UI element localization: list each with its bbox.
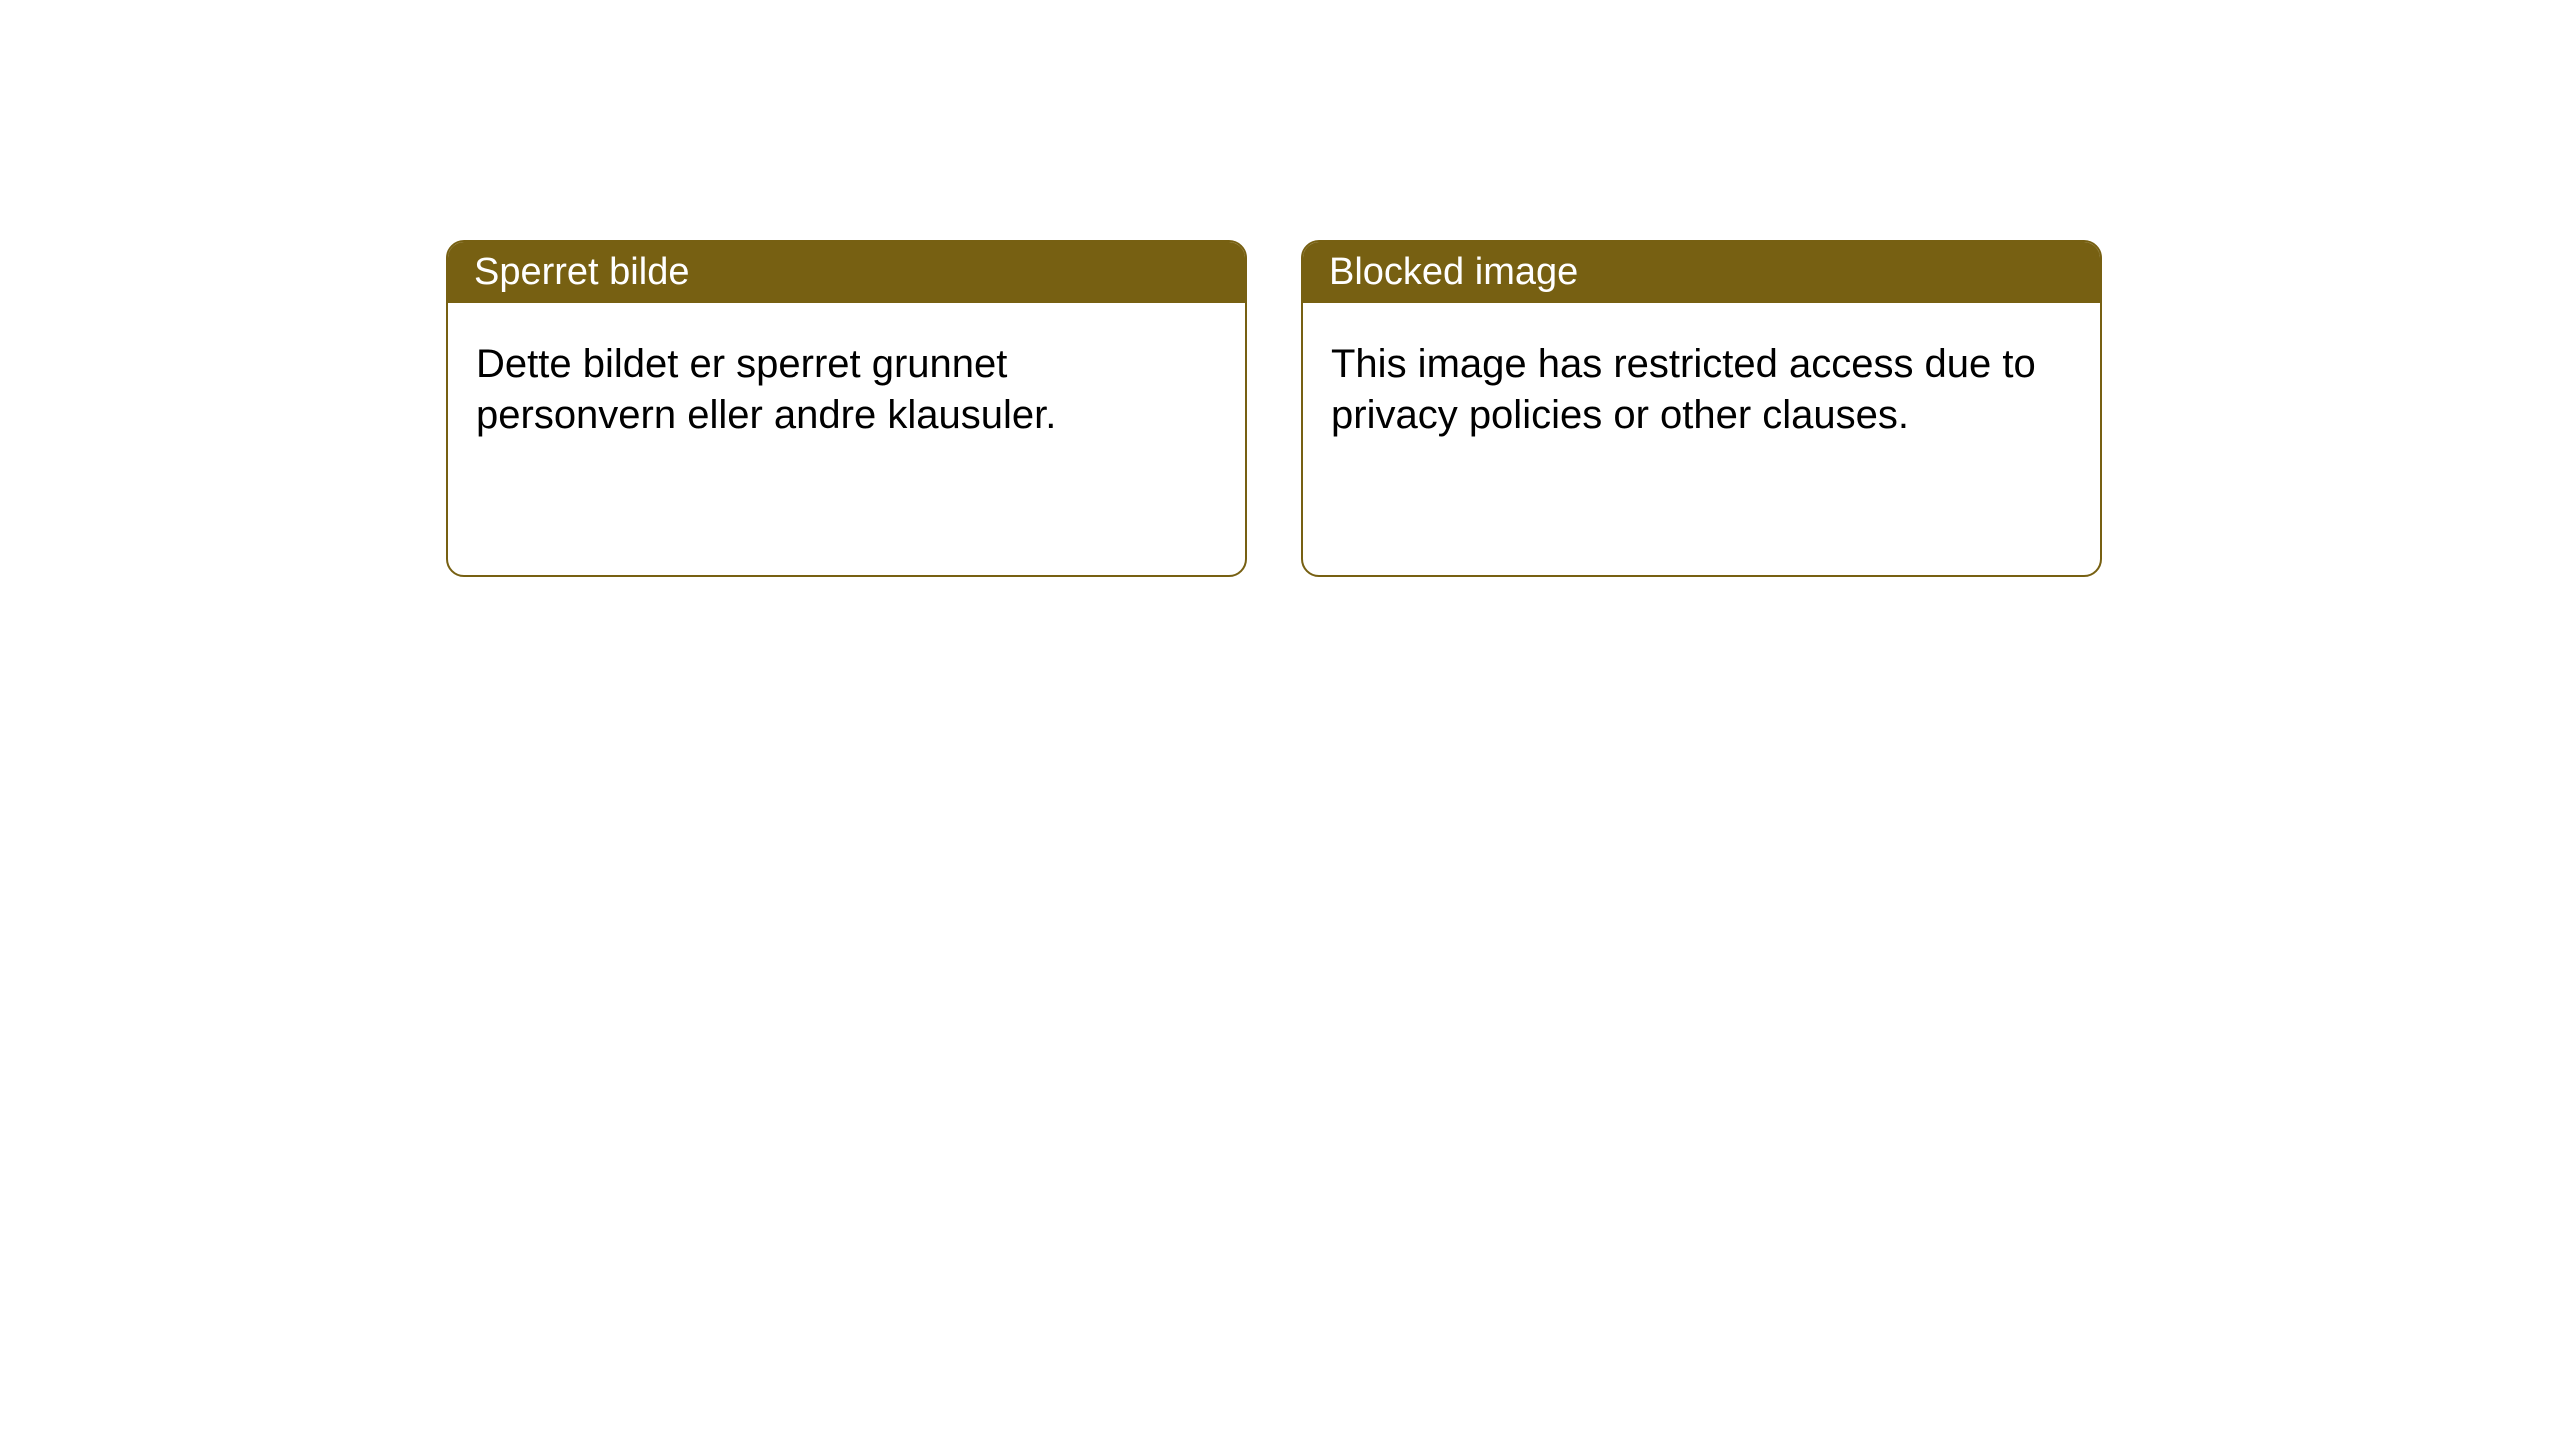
card-title-no: Sperret bilde xyxy=(448,242,1245,303)
notice-cards-container: Sperret bilde Dette bildet er sperret gr… xyxy=(0,0,2560,577)
card-body-no: Dette bildet er sperret grunnet personve… xyxy=(448,303,1245,469)
blocked-image-card-no: Sperret bilde Dette bildet er sperret gr… xyxy=(446,240,1247,577)
card-body-en: This image has restricted access due to … xyxy=(1303,303,2100,469)
card-title-en: Blocked image xyxy=(1303,242,2100,303)
blocked-image-card-en: Blocked image This image has restricted … xyxy=(1301,240,2102,577)
